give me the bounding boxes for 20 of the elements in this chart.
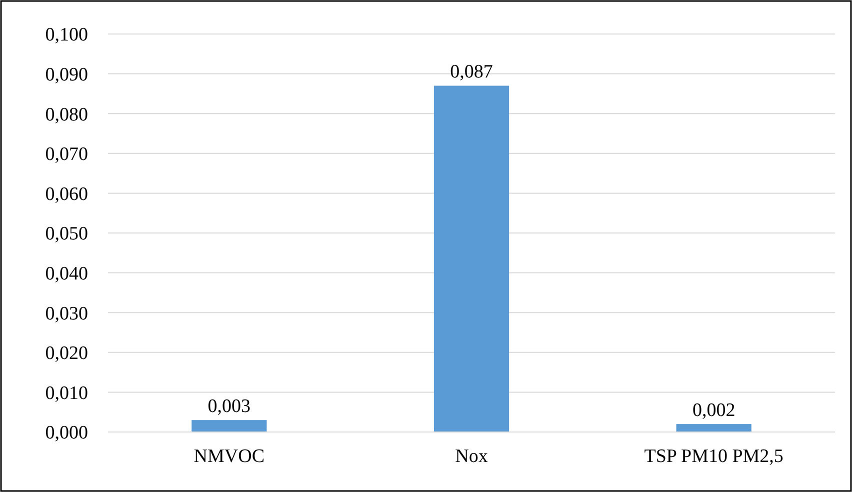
- y-tick-label: 0,100: [45, 24, 88, 46]
- bar: [192, 420, 267, 432]
- bar: [434, 86, 510, 432]
- x-tick-label: NMVOC: [194, 446, 265, 467]
- y-tick-label: 0,020: [45, 343, 88, 364]
- y-tick-label: 0,080: [45, 104, 88, 126]
- y-tick-label: 0,070: [45, 144, 88, 166]
- data-label: 0,003: [208, 396, 251, 418]
- y-tick-label: 0,060: [45, 184, 88, 205]
- y-tick-label: 0,030: [45, 303, 88, 324]
- bar: [676, 424, 752, 432]
- y-tick-label: 0,000: [45, 422, 88, 444]
- y-tick-label: 0,090: [45, 64, 88, 86]
- y-tick-label: 0,010: [45, 382, 88, 404]
- x-tick-label: Nox: [455, 446, 488, 467]
- data-label: 0,002: [692, 400, 736, 422]
- y-tick-label: 0,040: [45, 263, 88, 284]
- x-tick-label: TSP PM10 PM2,5: [644, 446, 784, 467]
- data-label: 0,087: [450, 62, 493, 83]
- y-tick-label: 0,050: [45, 224, 88, 245]
